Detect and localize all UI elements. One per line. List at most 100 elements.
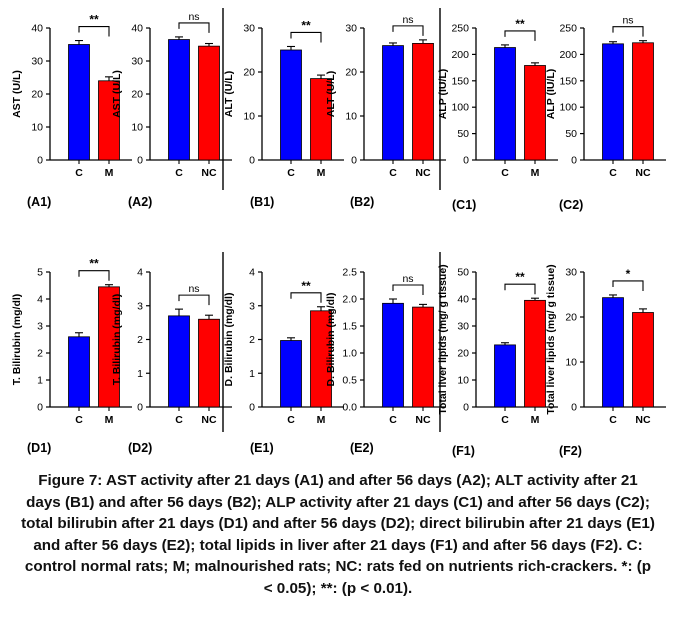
significance-label: ns — [622, 15, 633, 27]
panel-label: (E2) — [350, 441, 374, 455]
bar-nc — [412, 306, 434, 408]
x-tick-label: M — [531, 414, 540, 426]
y-axis-label: ALT (U/L) — [325, 71, 337, 117]
significance-bracket — [392, 25, 424, 36]
panel-label: (A1) — [27, 195, 51, 209]
significance-bracket — [392, 284, 424, 295]
y-tick-label: 40 — [131, 23, 143, 35]
bar-c — [168, 39, 190, 161]
bar-c — [494, 47, 516, 161]
panel-f1: 0 10 20 30 40 50 Total liver lipids (mg/ g tis… — [437, 264, 558, 458]
panel-label: (F1) — [452, 444, 475, 458]
panel-label: (C1) — [452, 198, 476, 212]
y-tick-label: 0 — [137, 402, 143, 414]
y-axis-label: AST (U/L) — [111, 70, 123, 118]
panel-d1: 0 1 2 3 4 5 T. Bilirubin (mg/dl) C M ** (D1) — [11, 257, 132, 455]
x-tick-label: C — [609, 167, 617, 179]
x-tick-label: M — [105, 414, 114, 426]
y-tick-label: 0 — [351, 155, 357, 167]
y-tick-label: 30 — [243, 23, 255, 35]
x-tick-label: NC — [415, 414, 431, 426]
y-axis-label: ALT (U/L) — [223, 71, 235, 117]
significance-bracket — [504, 283, 536, 295]
y-tick-label: 0 — [571, 155, 577, 167]
y-tick-label: 30 — [131, 56, 143, 68]
x-tick-label: C — [287, 414, 295, 426]
y-tick-label: 4 — [249, 267, 255, 279]
y-tick-label: 2 — [249, 334, 255, 346]
figure-caption: Figure 7: AST activity after 21 days (A1… — [21, 472, 655, 597]
bar-c — [494, 344, 516, 408]
panel-a2: 0 10 20 30 40 AST (U/L) C NC ns (A2) — [111, 11, 232, 209]
bar-c — [602, 297, 624, 408]
y-tick-label: 4 — [37, 294, 43, 306]
y-tick-label: 100 — [559, 102, 577, 114]
x-tick-label: M — [531, 167, 540, 179]
y-tick-label: 3 — [137, 300, 143, 312]
bar-m — [524, 299, 546, 408]
y-tick-label: 0 — [571, 402, 577, 414]
y-tick-label: 250 — [559, 23, 577, 35]
x-tick-label: C — [175, 167, 183, 179]
x-tick-label: NC — [201, 167, 217, 179]
significance-label: ** — [89, 13, 99, 27]
x-tick-label: C — [501, 167, 509, 179]
panel-b1: 0 10 20 30 ALT (U/L) C M ** (B1) — [223, 18, 344, 209]
panel-label: (F2) — [559, 444, 582, 458]
y-tick-label: 20 — [345, 67, 357, 79]
y-tick-label: 0 — [37, 402, 43, 414]
y-axis-label: D. Bilirubin (mg/dl) — [223, 293, 235, 387]
y-tick-label: 20 — [131, 89, 143, 101]
bar-c — [280, 49, 302, 161]
panel-d2: 0 1 2 3 4 T. Bilirubin (mg/dl) C NC ns (D2) — [111, 267, 232, 455]
y-tick-label: 0 — [249, 155, 255, 167]
significance-bracket — [78, 25, 110, 37]
y-tick-label: 200 — [451, 49, 469, 61]
panel-label: (D2) — [128, 441, 152, 455]
bar-c — [68, 336, 90, 408]
bar-c — [168, 315, 190, 408]
x-tick-label: C — [75, 167, 83, 179]
bar-c — [382, 302, 404, 408]
bar-c — [382, 45, 404, 161]
x-tick-label: C — [609, 414, 617, 426]
panel-label: (B2) — [350, 195, 374, 209]
y-axis-label: T. Bilirubin (mg/dl) — [11, 294, 23, 386]
y-tick-label: 30 — [31, 56, 43, 68]
significance-label: ** — [89, 257, 99, 271]
y-tick-label: 200 — [559, 49, 577, 61]
bar-nc — [198, 318, 220, 408]
significance-label: ns — [188, 283, 199, 295]
significance-label: ** — [515, 17, 525, 31]
x-tick-label: C — [287, 167, 295, 179]
bar-m — [524, 65, 546, 161]
panel-a1: 0 10 20 30 40 AST (U/L) C M ** (A1) — [11, 13, 132, 209]
y-tick-label: 50 — [457, 128, 469, 140]
x-tick-label: M — [317, 167, 326, 179]
y-tick-label: 10 — [457, 375, 469, 387]
significance-label: ns — [188, 11, 199, 23]
bar-nc — [632, 312, 654, 408]
panel-b2: 0 10 20 30 ALT (U/L) C NC ns (B2) — [325, 14, 446, 209]
x-tick-label: C — [389, 414, 397, 426]
y-axis-label: Total liver lipids (mg/ g tissue) — [437, 264, 449, 414]
y-tick-label: 10 — [131, 122, 143, 134]
panel-label: (D1) — [27, 441, 51, 455]
y-axis-label: Total liver lipids (mg/ g tissue) — [545, 264, 557, 414]
panel-c2: 0 50 100 150 200 250 ALP (IU/L) C NC ns (C2) — [545, 15, 666, 212]
y-tick-label: 100 — [451, 102, 469, 114]
significance-label: ns — [402, 14, 413, 26]
y-tick-label: 2 — [37, 348, 43, 360]
y-tick-label: 0 — [137, 155, 143, 167]
y-tick-label: 40 — [457, 294, 469, 306]
panel-f2: 0 10 20 30 Total liver lipids (mg/ g tissue)… — [545, 264, 666, 458]
y-axis-label: AST (U/L) — [11, 70, 23, 118]
y-tick-label: 4 — [137, 267, 143, 279]
x-tick-label: C — [175, 414, 183, 426]
bar-nc — [198, 45, 220, 161]
y-tick-label: 250 — [451, 23, 469, 35]
bar-c — [280, 340, 302, 408]
y-tick-label: 10 — [31, 122, 43, 134]
y-tick-label: 20 — [565, 312, 577, 324]
